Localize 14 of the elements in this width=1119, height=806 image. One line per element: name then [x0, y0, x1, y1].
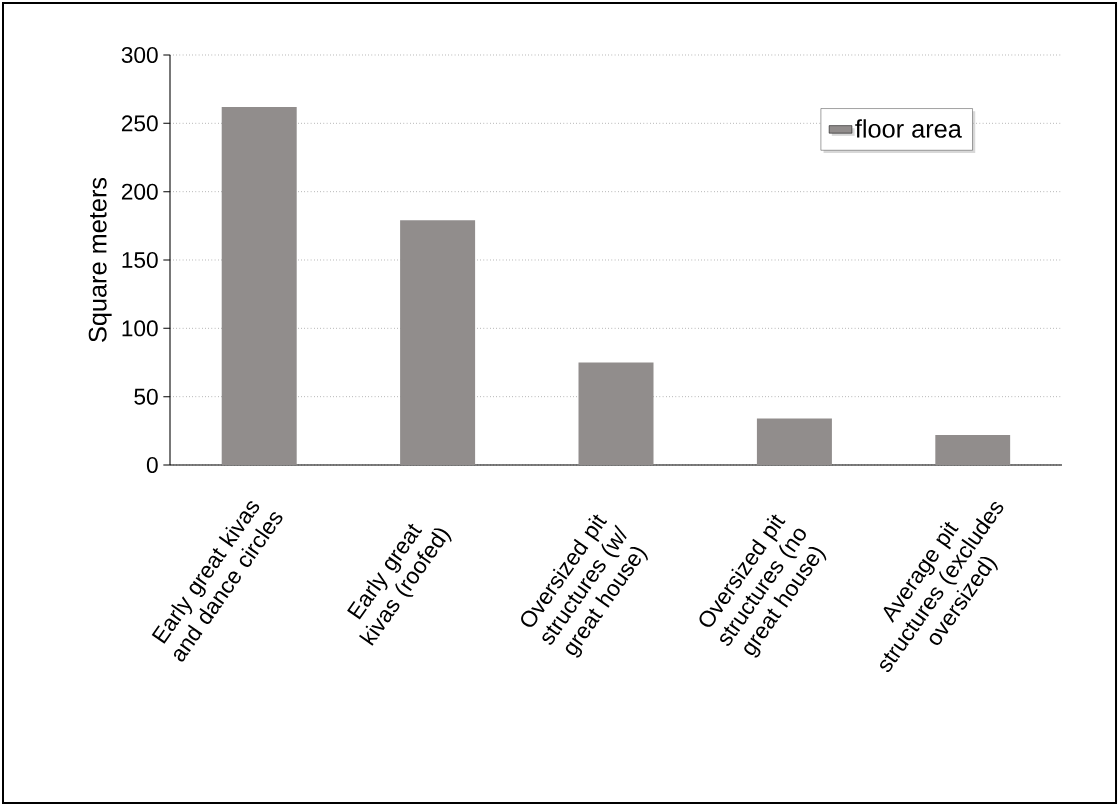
y-tick-label: 200 — [121, 183, 158, 200]
y-tick-label: 0 — [146, 456, 158, 474]
bar — [400, 220, 476, 465]
bar — [756, 418, 832, 465]
y-axis-title: Square meters — [88, 177, 112, 342]
y-tick-label: 100 — [122, 320, 158, 337]
bar — [578, 362, 654, 465]
bar — [935, 434, 1011, 465]
y-tick-label: 150 — [122, 251, 158, 269]
legend-label: floor area — [855, 119, 962, 138]
y-tick-label: 250 — [121, 115, 158, 132]
y-tick-label: 300 — [121, 46, 158, 64]
y-tick-label: 50 — [134, 388, 158, 405]
bar — [221, 106, 297, 465]
